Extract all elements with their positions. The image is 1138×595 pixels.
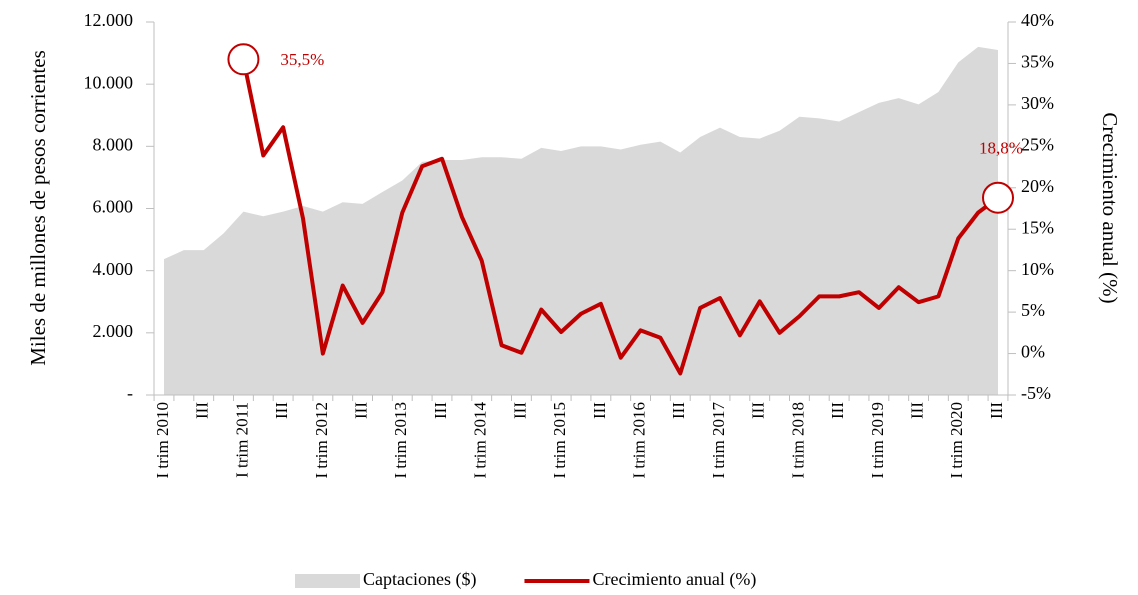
data-label: 35,5% bbox=[280, 50, 324, 69]
line bbox=[241, 58, 1000, 376]
y2-tick-label: -5% bbox=[1021, 383, 1051, 403]
x-tick-label: I trim 2013 bbox=[391, 402, 410, 479]
area bbox=[164, 46, 998, 395]
y2-tick-label: 0% bbox=[1021, 342, 1045, 362]
data-label: 18,8% bbox=[979, 139, 1023, 158]
x-tick-label: I trim 2015 bbox=[550, 402, 569, 479]
legend-label: Captaciones ($) bbox=[363, 569, 476, 590]
highlight-marker bbox=[227, 43, 260, 76]
y2-axis-label: Crecimiento anual (%) bbox=[1098, 112, 1122, 303]
x-tick-label: III bbox=[272, 402, 291, 419]
x-tick-label: I trim 2011 bbox=[232, 402, 251, 478]
y-tick-label: 6.000 bbox=[93, 197, 134, 217]
y-axis-label: Miles de millones de pesos corrientes bbox=[26, 50, 50, 366]
x-tick-label: I trim 2010 bbox=[153, 402, 172, 479]
y2-tick-label: 25% bbox=[1021, 134, 1054, 154]
x-tick-label: III bbox=[351, 402, 370, 419]
y2-tick-label: 30% bbox=[1021, 93, 1054, 113]
x-tick-label: III bbox=[987, 402, 1006, 419]
y-tick-label: 12.000 bbox=[84, 10, 134, 30]
x-tick-label: I trim 2014 bbox=[471, 402, 490, 479]
x-tick-label: III bbox=[590, 402, 609, 419]
y-tick-label: 4.000 bbox=[93, 259, 134, 279]
x-tick-label: III bbox=[907, 402, 926, 419]
x-tick-label: III bbox=[510, 402, 529, 419]
legend-label: Crecimiento anual (%) bbox=[592, 569, 756, 590]
x-tick-label: III bbox=[669, 402, 688, 419]
y2-tick-label: 20% bbox=[1021, 176, 1054, 196]
y2-tick-label: 40% bbox=[1021, 10, 1054, 30]
y2-tick-label: 15% bbox=[1021, 217, 1054, 237]
highlight-marker bbox=[982, 181, 1014, 214]
x-tick-label: III bbox=[749, 402, 768, 419]
x-tick-label: III bbox=[828, 402, 847, 419]
x-tick-label: I trim 2019 bbox=[868, 402, 887, 479]
x-tick-label: III bbox=[193, 402, 212, 419]
x-tick-label: I trim 2016 bbox=[629, 402, 648, 479]
y2-tick-label: 10% bbox=[1021, 259, 1054, 279]
legend-swatch bbox=[295, 574, 360, 588]
x-tick-label: I trim 2020 bbox=[947, 402, 966, 479]
y-tick-label: 10.000 bbox=[84, 72, 134, 92]
y-tick-label: 2.000 bbox=[93, 321, 134, 341]
y-tick-label: 8.000 bbox=[93, 134, 134, 154]
x-tick-label: I trim 2012 bbox=[312, 402, 331, 479]
x-tick-label: III bbox=[431, 402, 450, 419]
y2-tick-label: 35% bbox=[1021, 52, 1054, 72]
y2-tick-label: 5% bbox=[1021, 300, 1045, 320]
y-tick-label: - bbox=[127, 383, 133, 403]
x-tick-label: I trim 2018 bbox=[788, 402, 807, 479]
x-tick-label: I trim 2017 bbox=[709, 402, 728, 479]
